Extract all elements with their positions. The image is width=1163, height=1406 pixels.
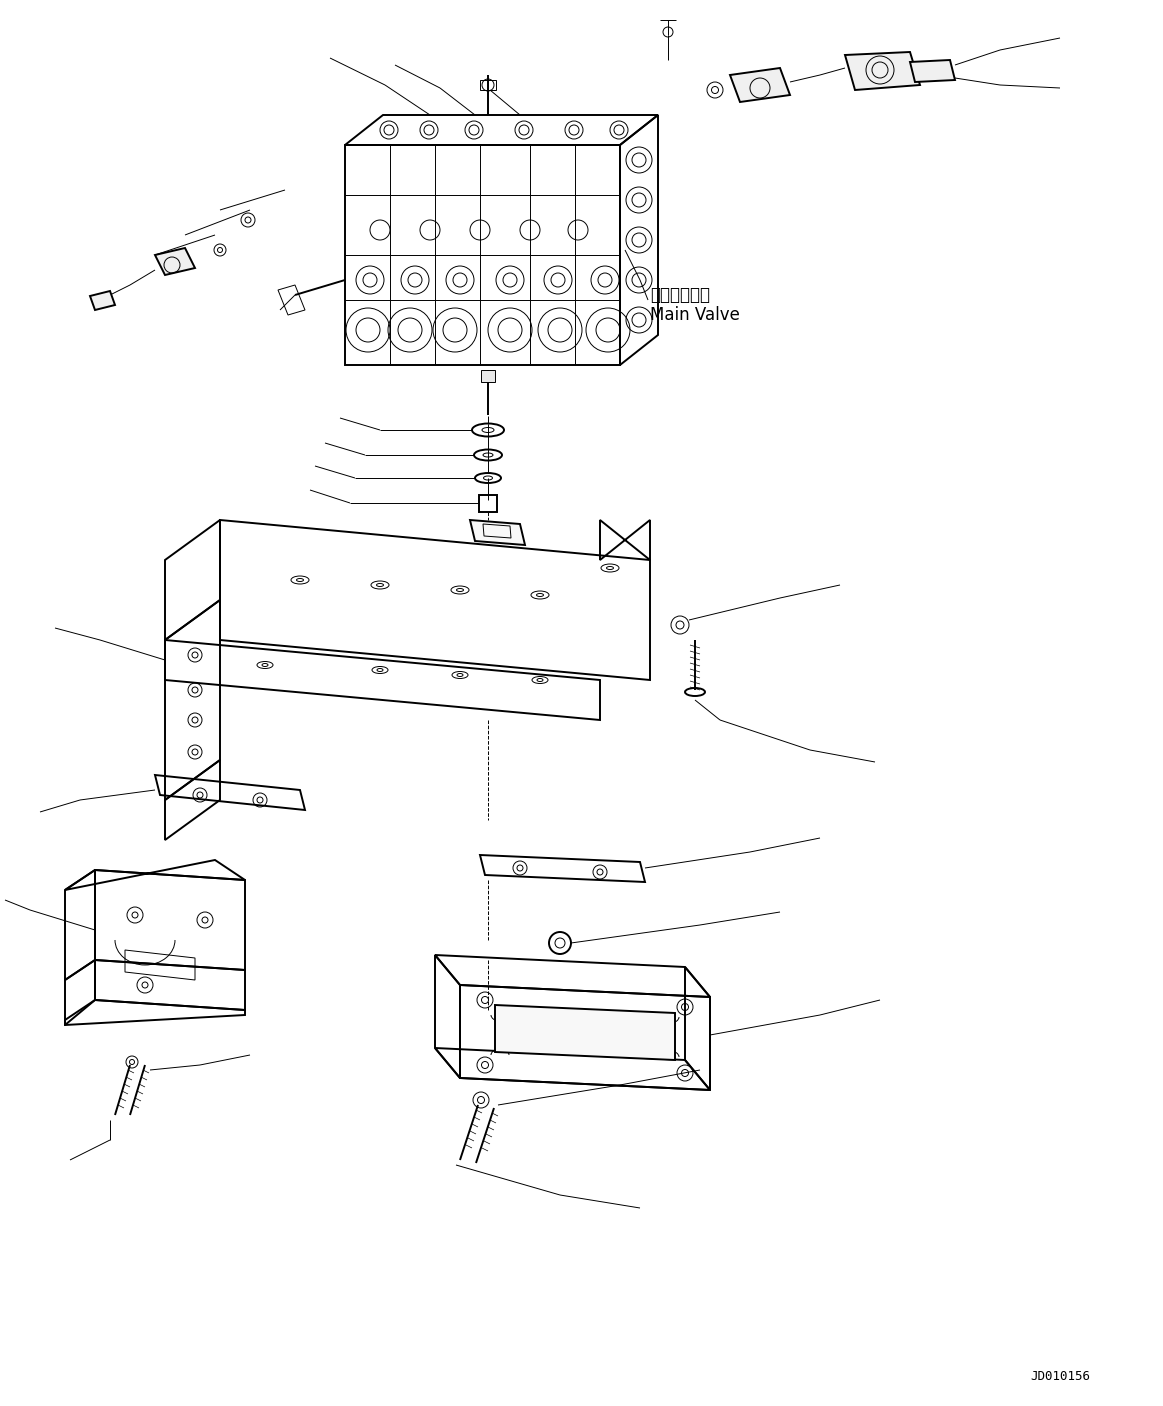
Polygon shape	[470, 520, 525, 546]
Polygon shape	[90, 291, 115, 309]
Polygon shape	[495, 1005, 675, 1060]
Polygon shape	[155, 247, 195, 276]
Polygon shape	[846, 52, 920, 90]
Text: メインバルブ: メインバルブ	[650, 285, 709, 304]
Text: Main Valve: Main Valve	[650, 307, 740, 323]
Polygon shape	[909, 60, 955, 82]
Polygon shape	[730, 67, 790, 103]
Text: JD010156: JD010156	[1030, 1369, 1090, 1382]
Polygon shape	[481, 370, 495, 382]
